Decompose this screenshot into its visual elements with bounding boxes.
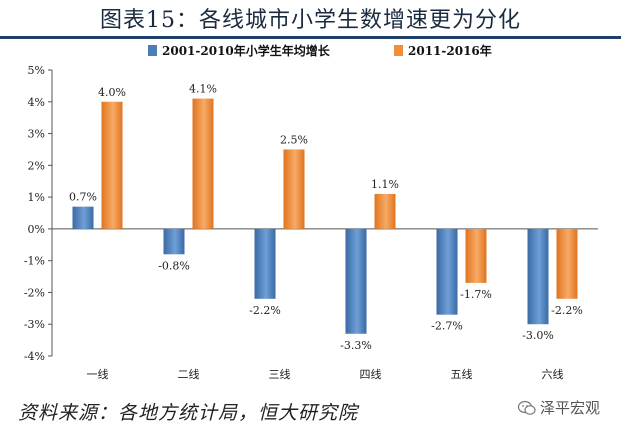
watermark: 泽平宏观 [518,397,600,418]
legend-swatch-1 [148,45,157,56]
bar-series2 [283,149,305,229]
wechat-icon [518,400,536,415]
bar-series2 [192,98,214,229]
y-tick-label: -1% [24,255,45,268]
source-note: 资料来源：各地方统计局，恒大研究院 [18,402,359,424]
data-label: -3.3% [340,339,372,352]
x-tick-label: 三线 [269,367,291,381]
y-tick-label: 4% [28,96,45,109]
y-tick-label: 5% [28,64,45,77]
bar-series1 [72,206,94,229]
data-label: -2.2% [551,304,583,317]
legend-swatch-2 [394,45,403,56]
data-label: -3.0% [522,329,554,342]
y-tick-label: 0% [28,223,45,236]
bar-series2 [556,228,578,299]
bar-series1 [254,228,276,299]
y-tick-label: 2% [28,159,45,172]
y-tick-label: 1% [28,191,45,204]
x-tick-label: 一线 [87,367,109,381]
y-tick-label: -3% [24,318,45,331]
x-tick-label: 二线 [178,367,200,381]
data-label: 1.1% [371,178,399,191]
x-tick-label: 五线 [451,367,473,381]
bar-chart: 2001-2010年小学生年均增长 2011-2016年 5% 4% 3% 2% 1% 0% -… [24,43,598,381]
chart-title: 图表15：各线城市小学生数增速更为分化 [100,8,521,33]
data-label: -0.8% [158,259,190,272]
title-bar: 图表15：各线城市小学生数增速更为分化 [0,0,621,39]
bar-series2 [465,228,487,283]
x-tick-label: 六线 [542,367,564,381]
bar-series1 [163,228,185,255]
bar-series2 [374,193,396,229]
bar-series1 [436,228,458,315]
watermark-text: 泽平宏观 [540,399,601,417]
bar-series2 [101,101,123,229]
data-label: -1.7% [460,288,492,301]
legend-label-2: 2011-2016年 [408,43,492,58]
legend-label-1: 2001-2010年小学生年均增长 [162,43,331,58]
data-label: -2.7% [431,320,463,333]
data-label: -2.2% [249,304,281,317]
bar-series1 [527,228,549,325]
y-tick-label: -4% [24,350,45,363]
data-label: 4.0% [98,86,126,99]
data-label: 0.7% [69,191,97,204]
bar-series1 [345,228,367,334]
data-label: 2.5% [280,133,308,146]
data-label: 4.1% [189,83,217,96]
y-tick-label: -2% [24,286,45,299]
y-tick-label: 3% [28,128,45,141]
x-tick-label: 四线 [360,367,382,381]
